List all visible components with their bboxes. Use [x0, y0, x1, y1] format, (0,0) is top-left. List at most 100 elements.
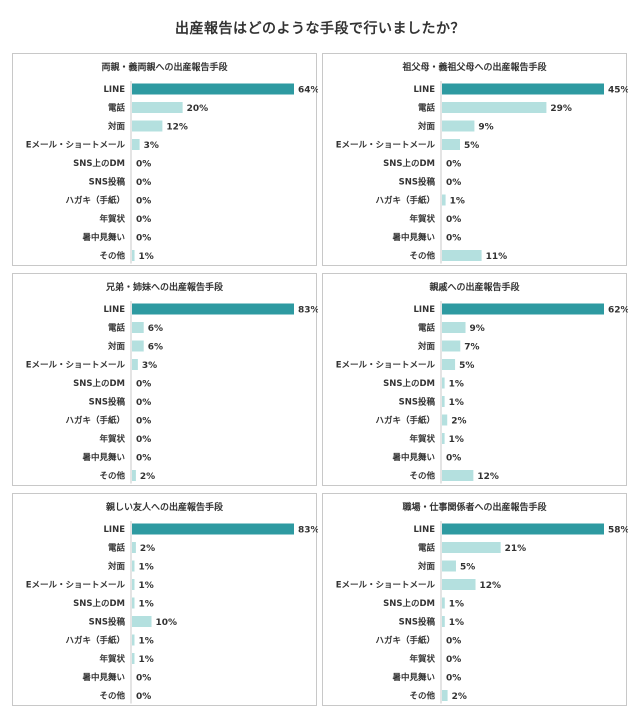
data-label: 5%	[464, 141, 479, 151]
category-label: Eメール・ショートメール	[26, 361, 126, 371]
bar	[442, 250, 482, 261]
bar	[132, 523, 294, 535]
category-label: Eメール・ショートメール	[336, 141, 436, 151]
bar	[442, 433, 445, 444]
data-label: 0%	[136, 435, 151, 445]
category-label: 暑中見舞い	[391, 672, 435, 683]
data-label: 2%	[451, 417, 466, 427]
bar	[442, 579, 476, 590]
bar	[442, 359, 456, 370]
bar	[132, 470, 136, 481]
bar	[442, 470, 474, 481]
bar	[132, 250, 135, 261]
data-label: 0%	[446, 454, 461, 464]
category-label: ハガキ（手紙）	[65, 635, 125, 646]
category-label: その他	[409, 691, 435, 702]
category-label: SNS上のDM	[73, 158, 125, 169]
data-label: 2%	[140, 544, 155, 554]
bar	[442, 414, 448, 426]
bar	[132, 303, 294, 315]
bar	[132, 340, 144, 352]
data-label: 62%	[608, 306, 628, 316]
bar	[442, 303, 604, 315]
chart-title: 両親・義両親への出産報告手段	[101, 63, 228, 73]
bar	[442, 194, 446, 206]
bar-chart: LINE 58% 電話 21% 対面 5% Eメール・ショートメール 12% SNS上のDM 1%…	[336, 521, 628, 704]
chart-panel: 親しい友人への出産報告手段 LINE 83% 電話 2% 対面 1% Eメール・ショートメー…	[12, 493, 318, 706]
bar	[442, 340, 461, 352]
category-label: SNS投稿	[89, 397, 126, 408]
bar	[132, 616, 152, 627]
data-label: 2%	[140, 472, 155, 482]
category-label: 年賀状	[99, 434, 125, 445]
bar	[132, 83, 294, 95]
data-label: 0%	[136, 674, 151, 684]
category-label: その他	[409, 471, 435, 482]
category-label: Eメール・ショートメール	[336, 361, 436, 371]
data-label: 12%	[480, 581, 502, 591]
bar	[442, 560, 456, 572]
bar	[442, 396, 445, 407]
category-label: 対面	[107, 561, 126, 572]
data-label: 83%	[298, 306, 318, 316]
data-label: 7%	[464, 343, 479, 353]
bar	[442, 616, 445, 627]
category-label: 電話	[418, 323, 436, 334]
data-label: 1%	[449, 600, 464, 610]
bar	[442, 120, 475, 132]
bar	[132, 139, 140, 150]
bar-chart: LINE 45% 電話 29% 対面 9% Eメール・ショートメール 5% SNS上のDM 0% S…	[336, 81, 628, 264]
page-title: 出産報告はどのような手段で行いましたか？	[175, 21, 465, 37]
data-label: 1%	[139, 563, 154, 573]
category-label: ハガキ（手紙）	[375, 195, 435, 206]
data-label: 5%	[459, 361, 474, 371]
bar	[132, 120, 163, 132]
category-label: 対面	[417, 341, 436, 352]
data-label: 6%	[148, 324, 163, 334]
data-label: 20%	[187, 104, 209, 114]
bar	[132, 560, 135, 572]
bar	[442, 597, 445, 609]
data-label: 1%	[449, 380, 464, 390]
bar	[442, 102, 547, 113]
data-label: 83%	[298, 526, 318, 536]
category-label: 電話	[108, 543, 126, 554]
data-label: 0%	[136, 398, 151, 408]
category-label: SNS投稿	[399, 397, 436, 408]
category-label: 年賀状	[409, 434, 435, 445]
data-label: 9%	[470, 324, 485, 334]
category-label: 電話	[108, 323, 126, 334]
bar	[442, 377, 445, 389]
category-label: 電話	[108, 103, 126, 114]
data-label: 29%	[550, 104, 572, 114]
category-label: SNS投稿	[399, 617, 436, 628]
category-label: 暑中見舞い	[81, 672, 125, 683]
bar	[132, 542, 136, 553]
data-label: 3%	[144, 141, 159, 151]
bar-chart: LINE 64% 電話 20% 対面 12% Eメール・ショートメール 3% SNS上のDM 0%…	[26, 81, 318, 264]
data-label: 0%	[136, 160, 151, 170]
data-label: 0%	[136, 417, 151, 427]
data-label: 58%	[608, 526, 628, 536]
category-label: その他	[409, 251, 435, 262]
data-label: 0%	[136, 215, 151, 225]
category-label: Eメール・ショートメール	[26, 141, 126, 151]
category-label: その他	[99, 691, 125, 702]
category-label: Eメール・ショートメール	[26, 581, 126, 591]
data-label: 9%	[478, 123, 493, 133]
data-label: 10%	[156, 618, 178, 628]
data-label: 1%	[139, 655, 154, 665]
chart-panel: 兄弟・姉妹への出産報告手段 LINE 83% 電話 6% 対面 6% Eメール・ショートメー…	[12, 273, 318, 486]
category-label: 電話	[418, 543, 436, 554]
chart-title: 親しい友人への出産報告手段	[105, 503, 223, 513]
bar	[442, 542, 501, 553]
category-label: 電話	[418, 103, 436, 114]
category-label: SNS上のDM	[73, 598, 125, 609]
data-label: 1%	[449, 618, 464, 628]
data-label: 6%	[148, 343, 163, 353]
bar	[132, 634, 135, 646]
category-label: LINE	[104, 305, 126, 315]
chart-panel: 職場・仕事関係者への出産報告手段 LINE 58% 電話 21% 対面 5% Eメール・ショ…	[322, 493, 628, 706]
category-label: LINE	[414, 525, 436, 535]
bar	[442, 523, 604, 535]
